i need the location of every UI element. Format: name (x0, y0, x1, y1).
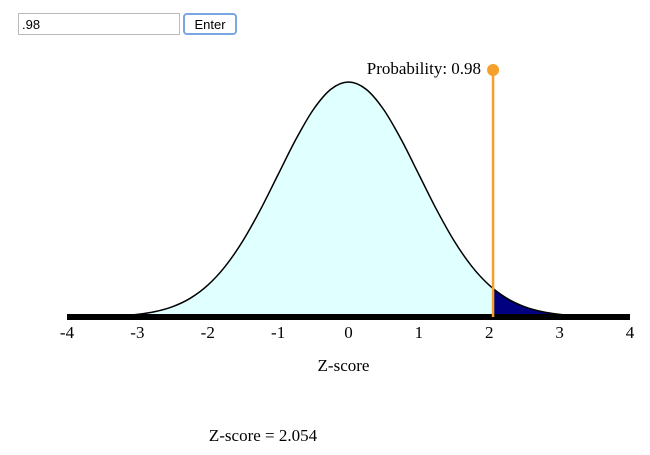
x-tick-label: -4 (60, 323, 75, 342)
x-tick-label: 2 (485, 323, 494, 342)
x-tick-label: -3 (130, 323, 144, 342)
x-tick-label: -2 (201, 323, 215, 342)
probability-input[interactable] (18, 13, 180, 35)
x-tick-label: -1 (271, 323, 285, 342)
area-below (67, 82, 494, 317)
x-tick-label: 0 (344, 323, 353, 342)
enter-button[interactable]: Enter (183, 13, 237, 35)
area-above (493, 288, 630, 317)
probability-handle (487, 64, 500, 76)
x-tick-label: 4 (626, 323, 635, 342)
x-tick-label: 3 (555, 323, 564, 342)
x-tick-label: 1 (415, 323, 424, 342)
probability-label: Probability: 0.98 (367, 59, 481, 78)
density-curve (66, 81, 631, 318)
zscore-result: Z-score = 2.054 (209, 426, 318, 445)
x-axis-label: Z-score (318, 356, 370, 375)
